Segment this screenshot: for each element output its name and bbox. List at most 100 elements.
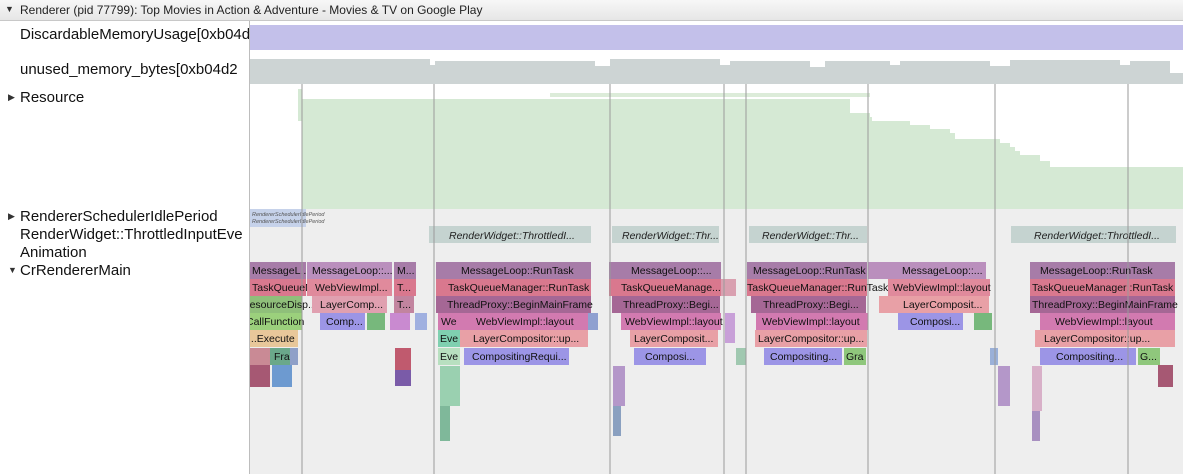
slice-label: ThreadProxy::BeginMainFrame: [447, 299, 593, 311]
discardable-memory-counter[interactable]: [250, 25, 1183, 50]
slice-webviewimpl[interactable]: [621, 313, 721, 330]
unused-memory-counter[interactable]: [250, 59, 1183, 86]
slice-taskqueue[interactable]: [394, 279, 416, 296]
slice-label: ThreadProxy::Begi...: [763, 299, 859, 311]
slice-webviewimpl[interactable]: [438, 313, 458, 330]
track-labels-panel: DiscardableMemoryUsage[0xb04d unused_mem…: [0, 21, 250, 474]
resource-bar[interactable]: [550, 93, 870, 97]
slice-frame[interactable]: [270, 348, 290, 365]
slice-compositing[interactable]: [634, 348, 706, 365]
slice-taskqueue[interactable]: [1030, 279, 1175, 296]
slice-label: ThreadProxy::BeginMainFrame: [1032, 299, 1178, 311]
triangle-right-icon[interactable]: ▶: [8, 92, 15, 102]
slice-compositing[interactable]: [464, 348, 569, 365]
slice-label: M...: [397, 265, 415, 277]
slice-messageloop[interactable]: [394, 262, 416, 279]
idle-period-slice[interactable]: [250, 209, 306, 227]
slice-label: WebViewImpl::layout: [625, 316, 723, 328]
slice-taskqueue[interactable]: [250, 279, 306, 296]
slice-threadproxy[interactable]: [436, 296, 591, 313]
slice-messageloop[interactable]: [1030, 262, 1175, 279]
slice-label: ThreadProxy::Begi...: [623, 299, 719, 311]
timeline-canvas[interactable]: RendererSchedulerIdlePeriod RendererSche…: [250, 21, 1183, 474]
slice-label: TaskQueueM...: [252, 282, 323, 294]
resource-track-area[interactable]: [298, 89, 1183, 209]
slice-compositing[interactable]: [320, 313, 365, 330]
slice-label: CompositingRequi...: [472, 351, 567, 363]
slice-layercompositor[interactable]: [1035, 330, 1175, 347]
slice-label: TaskQueueManager::RunTask: [1032, 282, 1174, 294]
track-label-idle-period[interactable]: ▶ RendererSchedulerIdlePeriod: [8, 208, 218, 225]
slice-messageloop[interactable]: [436, 262, 591, 279]
slice-label: Comp...: [326, 316, 363, 328]
slice-label: LayerComp...: [320, 299, 383, 311]
throttled-input-label: RenderWidget::Thr...: [622, 230, 719, 242]
slice-execute[interactable]: [250, 330, 298, 347]
idle-period-label: RendererSchedulerIdlePeriod: [252, 212, 325, 218]
slice-layercompositor[interactable]: [312, 296, 387, 313]
slice-graphics[interactable]: [1138, 348, 1160, 365]
slice-messageloop[interactable]: [250, 262, 306, 279]
slice-taskqueue[interactable]: [436, 279, 591, 296]
slice-callfunction[interactable]: [250, 313, 302, 330]
slice-label: WebViewImpl::layout: [1055, 316, 1153, 328]
slice-label: ...Execute: [250, 333, 295, 345]
slice-compositing[interactable]: [764, 348, 842, 365]
slice-label: Compositing...: [770, 351, 837, 363]
slice-label: CallFunction: [250, 316, 305, 328]
slice-layercompositor[interactable]: [630, 330, 718, 347]
slice-label: WebViewImpl::layout: [476, 316, 574, 328]
triangle-right-icon[interactable]: ▶: [8, 211, 15, 221]
slice-label: We: [441, 316, 457, 328]
slice-webviewimpl[interactable]: [307, 279, 392, 296]
slice-label: Gra: [846, 351, 864, 363]
slice-webviewimpl[interactable]: [458, 313, 588, 330]
slice-messageloop[interactable]: [307, 262, 392, 279]
slice-label: T...: [397, 282, 411, 294]
slice-event[interactable]: [438, 330, 460, 347]
slice-event[interactable]: [438, 348, 460, 365]
slice-label: TaskQueueManage...: [621, 282, 721, 294]
slice-resourcedispatch[interactable]: [250, 296, 302, 313]
track-label-resource[interactable]: ▶ Resource: [8, 89, 84, 106]
throttled-input-slice[interactable]: [612, 226, 719, 243]
track-label-unused-memory[interactable]: unused_memory_bytes[0xb04d2: [20, 61, 238, 78]
track-label-animation[interactable]: Animation: [20, 244, 87, 261]
slice-label: MessageLoop::...: [902, 265, 983, 277]
process-header[interactable]: ▼ Renderer (pid 77799): Top Movies in Ac…: [0, 0, 1183, 21]
slice-taskqueue[interactable]: [747, 279, 867, 296]
triangle-down-icon[interactable]: ▼: [8, 265, 17, 275]
slice-threadproxy[interactable]: [1030, 296, 1175, 313]
slice-layercompositor[interactable]: [755, 330, 867, 347]
slice-label: Composi...: [910, 316, 960, 328]
throttled-input-slice[interactable]: [429, 226, 591, 243]
slice-compositing[interactable]: [1040, 348, 1136, 365]
slice-label: Compositing...: [1056, 351, 1123, 363]
throttled-input-slice[interactable]: [1011, 226, 1176, 243]
throttled-input-label: RenderWidget::ThrottledI...: [1034, 230, 1160, 242]
slice-threadproxy[interactable]: [751, 296, 866, 313]
slice-label: G...: [1140, 351, 1157, 363]
slice-label: MessageLoop::RunTask: [753, 265, 866, 277]
slice-label: TaskQueueManager::RunTask: [747, 282, 889, 294]
track-label-crrenderermain[interactable]: ▼ CrRendererMain: [8, 262, 131, 279]
triangle-down-icon[interactable]: ▼: [5, 4, 14, 14]
slice-graphics[interactable]: [844, 348, 866, 365]
track-label-discardable-memory[interactable]: DiscardableMemoryUsage[0xb04d: [20, 26, 250, 43]
slice-label: LayerCompositor::up...: [473, 333, 579, 345]
slice-webviewimpl[interactable]: [756, 313, 868, 330]
slice-layercompositor[interactable]: [460, 330, 588, 347]
slice-layercompositor[interactable]: [879, 296, 989, 313]
slice-messageloop[interactable]: [747, 262, 867, 279]
slice-webviewimpl[interactable]: [1040, 313, 1175, 330]
throttled-input-slice[interactable]: [749, 226, 867, 243]
slice-webviewimpl[interactable]: [888, 279, 990, 296]
slice-threadproxy[interactable]: [612, 296, 720, 313]
slice-label: WebViewImpl...: [315, 282, 388, 294]
slice-messageloop[interactable]: [609, 262, 721, 279]
track-label-throttled-input[interactable]: RenderWidget::ThrottledInputEve: [20, 226, 243, 243]
slice-compositing[interactable]: [898, 313, 963, 330]
slice-messageloop[interactable]: [868, 262, 986, 279]
slice-taskqueue[interactable]: [609, 279, 721, 296]
slice-taskqueue[interactable]: [394, 296, 414, 313]
